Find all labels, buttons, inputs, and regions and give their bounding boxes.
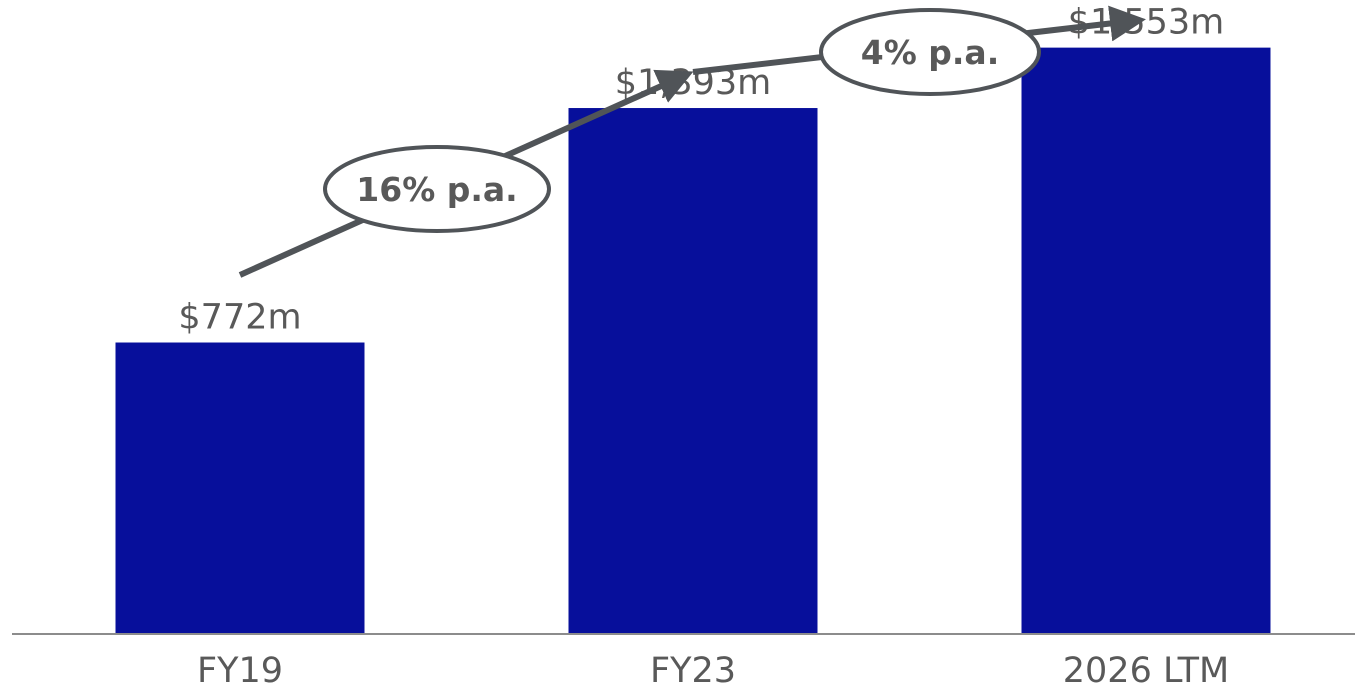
growth-callout-2-text: 4% p.a. [861,33,999,72]
growth-callout-1: 16% p.a. [323,145,551,233]
growth-callout-2: 4% p.a. [819,8,1041,96]
bar-fy19 [115,342,365,634]
category-label: FY19 [197,651,283,685]
value-label: $1,553m [1068,3,1225,43]
category-labels-layer: FY19 FY23 2026 LTM [197,651,1229,685]
growth-callout-2-oval [819,8,1041,96]
category-label: 2026 LTM [1063,651,1229,685]
category-label: FY23 [650,651,736,685]
bars-layer [115,47,1271,634]
growth-callout-1-text: 16% p.a. [356,170,517,209]
bar-2026-ltm [1021,47,1271,634]
growth-callout-1-oval [323,145,551,233]
value-label: $772m [178,298,301,338]
bar-fy23 [568,108,818,634]
